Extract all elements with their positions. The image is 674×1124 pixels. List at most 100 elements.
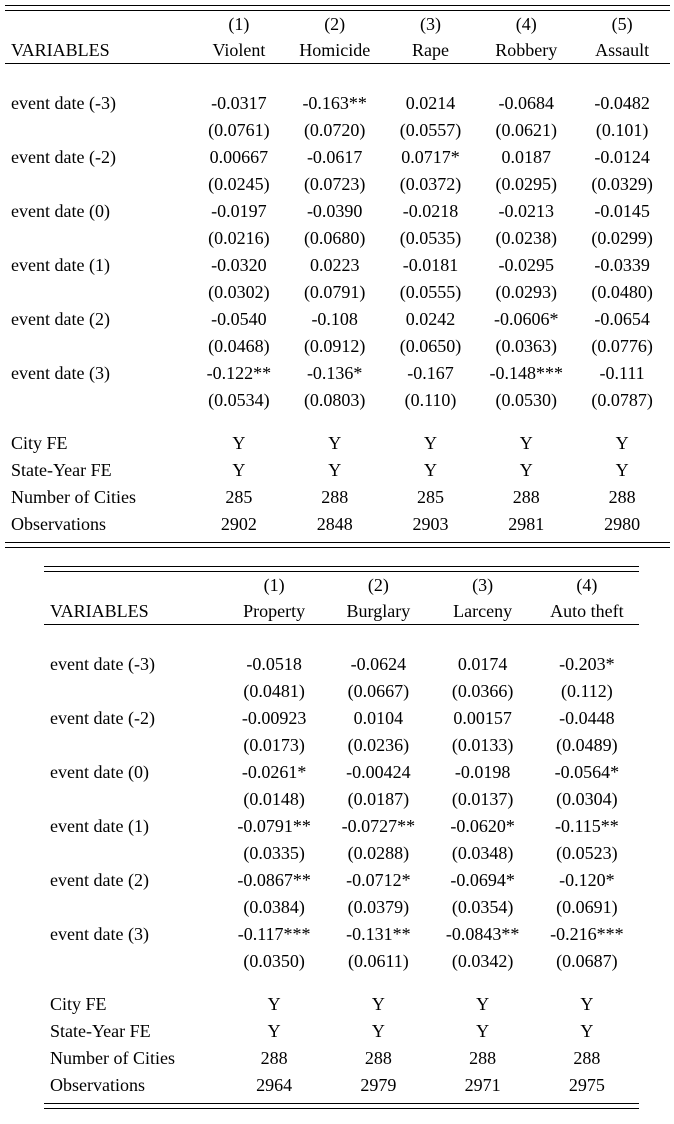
coefficient-row: event date (3) -0.117*** -0.131** -0.0843**… xyxy=(44,921,639,948)
coefficient-cell: -0.0218 xyxy=(402,201,459,222)
se-cell: (0.0354) xyxy=(451,897,514,918)
se-cell: (0.0611) xyxy=(347,951,409,972)
coefficient-cell: -0.0213 xyxy=(498,201,555,222)
footer-label: City FE xyxy=(50,994,107,1015)
footer-row: City FE Y Y Y Y xyxy=(44,991,639,1018)
footer-value: Y xyxy=(615,433,629,454)
coefficient-cell: -0.0606* xyxy=(494,309,559,330)
footer-value: Y xyxy=(580,994,594,1015)
se-cell: (0.0530) xyxy=(495,390,558,411)
row-label: event date (2) xyxy=(50,870,149,891)
column-name: Rape xyxy=(382,37,479,64)
se-cell: (0.0557) xyxy=(399,120,462,141)
footer-label: State-Year FE xyxy=(50,1021,151,1042)
row-label-empty xyxy=(5,171,191,198)
table-top-rule xyxy=(5,5,670,11)
se-cell: (0.0667) xyxy=(347,681,410,702)
se-cell: (0.0480) xyxy=(591,282,653,303)
se-cell: (0.0148) xyxy=(243,789,305,810)
footer-label: Observations xyxy=(50,1075,145,1096)
variables-header: VARIABLES xyxy=(5,37,191,64)
coefficient-cell: -0.0694* xyxy=(450,870,515,891)
row-label-empty xyxy=(44,732,222,759)
se-cell: (0.0776) xyxy=(591,336,653,357)
coefficient-cell: -0.163** xyxy=(302,93,367,114)
column-name: Property xyxy=(222,598,327,625)
footer-label: City FE xyxy=(11,433,68,454)
coefficient-row: event date (1) -0.0791** -0.0727** -0.0620*… xyxy=(44,813,639,840)
table-top-rule xyxy=(44,566,639,572)
coefficient-cell: -0.0317 xyxy=(211,93,267,114)
property-crime-table: (1) (2) (3) (4) VARIABLES Property Burglary Lar… xyxy=(44,572,639,1103)
standard-error-row: (0.0468) (0.0912) (0.0650) (0.0363) (0.0776) xyxy=(5,333,670,360)
coefficient-cell: 0.0104 xyxy=(353,708,404,729)
se-cell: (0.0534) xyxy=(208,390,270,411)
coefficient-cell: -0.108 xyxy=(311,309,358,330)
spacer-row xyxy=(5,414,670,430)
row-label-empty xyxy=(44,678,222,705)
column-name: Assault xyxy=(574,37,670,64)
coefficient-cell: -0.136* xyxy=(306,363,363,384)
se-cell: (0.0787) xyxy=(591,390,653,411)
standard-error-row: (0.0384) (0.0379) (0.0354) (0.0691) xyxy=(44,894,639,921)
footer-label: Number of Cities xyxy=(50,1048,175,1069)
coefficient-cell: -0.0390 xyxy=(306,201,363,222)
se-cell: (0.0680) xyxy=(303,228,366,249)
coefficient-cell: -0.111 xyxy=(599,363,645,384)
footer-value: 288 xyxy=(512,487,540,508)
row-label-empty xyxy=(5,279,191,306)
row-label: event date (-3) xyxy=(11,93,116,114)
coefficient-cell: -0.0124 xyxy=(594,147,650,168)
column-name: Auto theft xyxy=(534,598,639,625)
footer-row: Number of Cities 285 288 285 288 288 xyxy=(5,484,670,511)
footer-row: Observations 2964 2979 2971 2975 xyxy=(44,1072,639,1099)
coefficient-row: event date (-3) -0.0518 -0.0624 0.0174 -0.20… xyxy=(44,651,639,678)
se-cell: (0.0348) xyxy=(451,843,514,864)
footer-label: Observations xyxy=(11,514,106,535)
footer-value: 2971 xyxy=(464,1075,501,1096)
header-corner xyxy=(5,11,191,37)
row-label-empty xyxy=(5,387,191,414)
footer-value: Y xyxy=(232,433,246,454)
se-cell: (0.0372) xyxy=(399,174,462,195)
footer-value: 285 xyxy=(416,487,444,508)
coefficient-row: event date (0) -0.0197 -0.0390 -0.0218 -0.02… xyxy=(5,198,670,225)
se-cell: (0.0335) xyxy=(243,843,305,864)
column-name: Violent xyxy=(191,37,287,64)
se-cell: (0.0650) xyxy=(399,336,462,357)
coefficient-cell: -0.0624 xyxy=(350,654,407,675)
se-cell: (0.0293) xyxy=(495,282,558,303)
table-bottom-rule xyxy=(5,542,670,548)
coefficient-cell: -0.0261* xyxy=(241,762,307,783)
se-cell: (0.0245) xyxy=(208,174,270,195)
footer-value: 2902 xyxy=(220,514,257,535)
footer-value: 288 xyxy=(260,1048,288,1069)
standard-error-row: (0.0350) (0.0611) (0.0342) (0.0687) xyxy=(44,948,639,975)
se-cell: (0.0555) xyxy=(399,282,462,303)
footer-row: Number of Cities 288 288 288 288 xyxy=(44,1045,639,1072)
column-number: (1) xyxy=(263,574,285,595)
violent-crime-panel: (1) (2) (3) (4) (5) VARIABLES Violent Homicide R… xyxy=(5,5,670,548)
coefficient-cell: -0.0320 xyxy=(211,255,267,276)
coefficient-cell: -0.0181 xyxy=(402,255,459,276)
column-number-row: (1) (2) (3) (4) (5) xyxy=(5,11,670,37)
standard-error-row: (0.0534) (0.0803) (0.110) (0.0530) (0.0787) xyxy=(5,387,670,414)
spacer-cell xyxy=(44,625,639,652)
row-label: event date (1) xyxy=(11,255,110,276)
se-cell: (0.101) xyxy=(595,120,649,141)
row-label: event date (-2) xyxy=(11,147,116,168)
coefficient-cell: -0.122** xyxy=(206,363,272,384)
row-label-empty xyxy=(44,786,222,813)
se-cell: (0.0329) xyxy=(591,174,653,195)
column-name: Robbery xyxy=(478,37,575,64)
coefficient-cell: 0.00157 xyxy=(453,708,512,729)
coefficient-cell: -0.216*** xyxy=(550,924,624,945)
coefficient-cell: -0.0620* xyxy=(450,816,515,837)
column-name: Homicide xyxy=(286,37,383,64)
coefficient-cell: -0.0518 xyxy=(246,654,302,675)
standard-error-row: (0.0148) (0.0187) (0.0137) (0.0304) xyxy=(44,786,639,813)
footer-value: Y xyxy=(267,1021,281,1042)
spacer-cell xyxy=(5,414,670,430)
coefficient-cell: -0.0482 xyxy=(594,93,650,114)
